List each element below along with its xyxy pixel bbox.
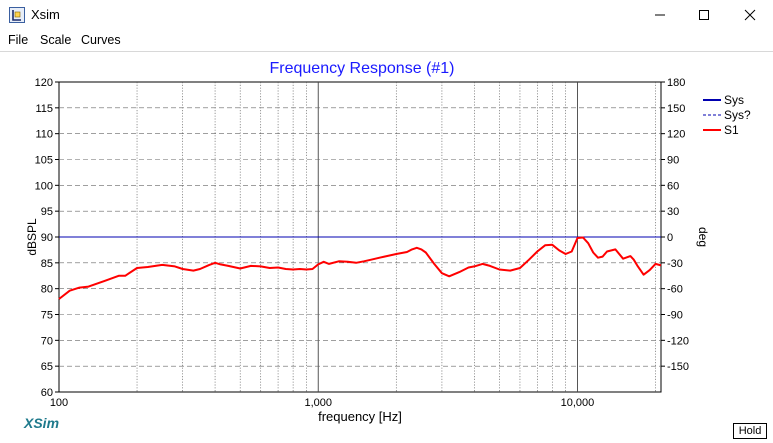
- y2-tick-label: -120: [667, 335, 689, 347]
- y-tick-label: 60: [41, 387, 53, 399]
- y-tick-label: 115: [35, 103, 53, 115]
- hold-button[interactable]: Hold: [733, 423, 767, 439]
- y2-tick-label: 180: [667, 77, 685, 89]
- series-line-s1: [58, 236, 662, 300]
- y-tick-label: 100: [35, 180, 53, 192]
- title-bar: Xsim: [0, 0, 773, 30]
- y-tick-label: 70: [41, 335, 53, 347]
- y-tick-label: 105: [35, 155, 53, 167]
- legend-label: Sys?: [724, 108, 751, 122]
- y2-tick-label: 90: [667, 155, 679, 167]
- y-tick-label: 75: [41, 310, 53, 322]
- y2-tick-label: -150: [667, 361, 689, 373]
- legend-label: Sys: [724, 93, 744, 107]
- y2-tick-label: 120: [667, 129, 685, 141]
- maximize-icon: [699, 10, 709, 20]
- menu-bar: File Scale Curves: [0, 30, 773, 50]
- minimize-icon: [655, 14, 665, 16]
- y2-tick-label: -90: [667, 310, 683, 322]
- window-title: Xsim: [31, 7, 60, 22]
- x-tick-label: 10,000: [561, 397, 595, 409]
- menu-file[interactable]: File: [8, 33, 29, 47]
- y2-tick-label: 150: [667, 103, 685, 115]
- y2-tick-label: -60: [667, 284, 683, 296]
- y-tick-label: 65: [41, 361, 53, 373]
- y2-tick-label: 60: [667, 180, 679, 192]
- x-tick-label: 100: [50, 397, 68, 409]
- y-axis-label: dBSPL: [25, 218, 39, 256]
- y2-tick-label: 0: [667, 232, 673, 244]
- y2-axis-label: deg: [696, 227, 710, 247]
- app-icon: [9, 7, 25, 23]
- close-icon: [744, 9, 756, 21]
- menu-scale[interactable]: Scale: [40, 33, 72, 47]
- menu-curves[interactable]: Curves: [81, 33, 121, 47]
- xsim-logo: XSim: [24, 415, 60, 431]
- legend-label: S1: [724, 123, 739, 137]
- x-tick-label: 1,000: [304, 397, 332, 409]
- frequency-response-chart: 60 65 70 75 80 85 90 95 100 105 110 115 120 -150 -120 -…: [25, 60, 751, 424]
- y-tick-label: 90: [41, 232, 53, 244]
- maximize-button[interactable]: [681, 0, 727, 30]
- chart-title: Frequency Response (#1): [270, 60, 455, 77]
- y-tick-label: 85: [41, 258, 53, 270]
- y-tick-label: 110: [35, 129, 53, 141]
- x-axis-label: frequency [Hz]: [318, 409, 402, 424]
- close-button[interactable]: [727, 0, 773, 30]
- y-tick-label: 120: [35, 77, 53, 89]
- y2-tick-label: 30: [667, 206, 679, 218]
- y-tick-label: 80: [41, 284, 53, 296]
- minimize-button[interactable]: [637, 0, 683, 30]
- y2-tick-label: -30: [667, 258, 683, 270]
- y-tick-label: 95: [41, 206, 53, 218]
